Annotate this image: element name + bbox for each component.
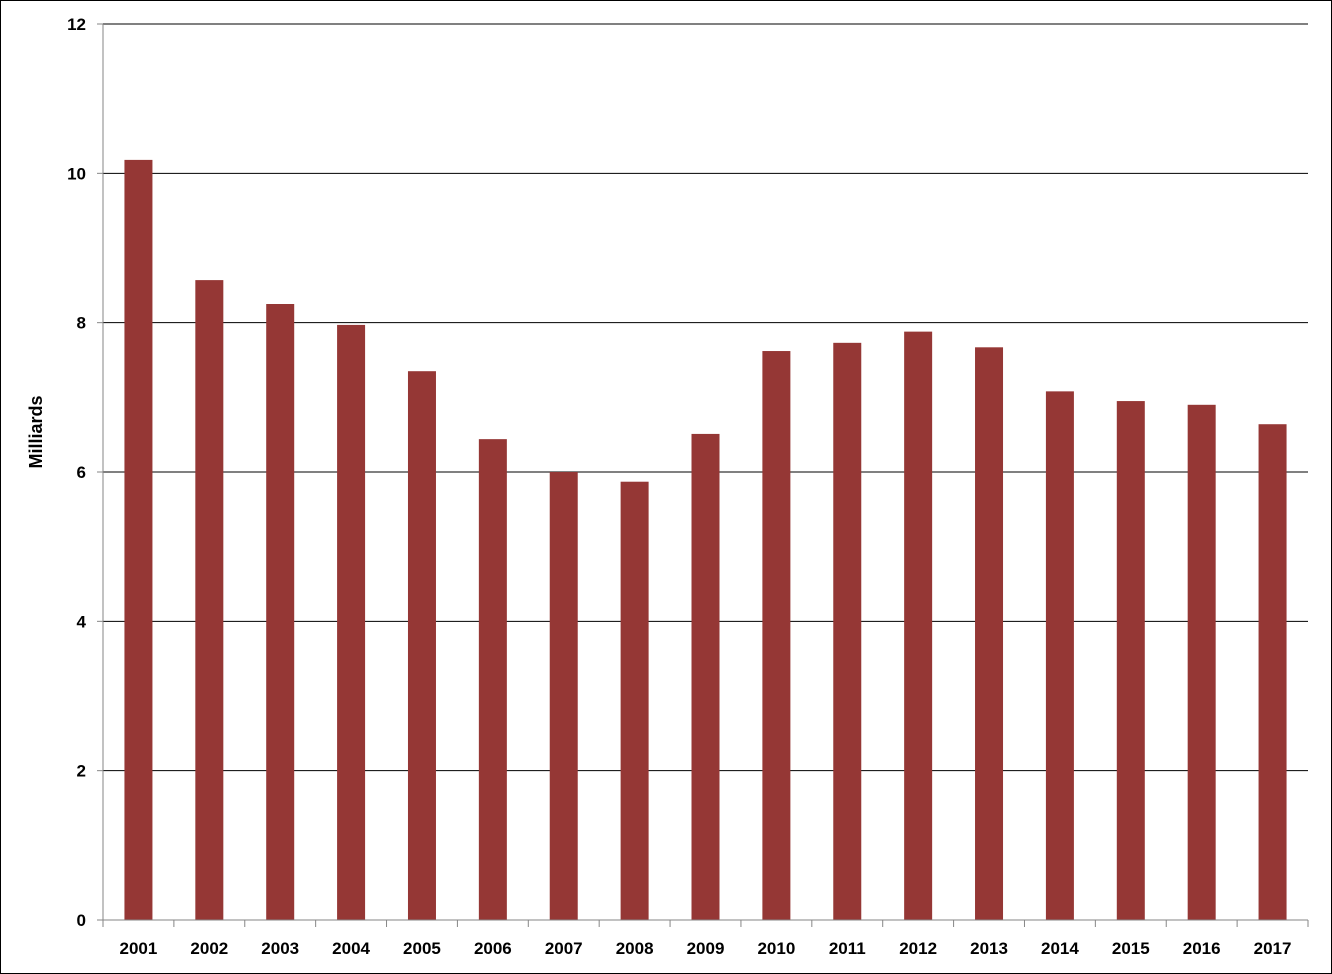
x-tick-label: 2001 <box>120 939 158 958</box>
bar-2015 <box>1116 401 1145 921</box>
bar-2003 <box>266 304 295 920</box>
y-tick-label: 8 <box>77 314 86 333</box>
bar-2009 <box>691 433 720 920</box>
bar-2006 <box>478 439 507 920</box>
x-tick-label: 2015 <box>1112 939 1150 958</box>
bar-2004 <box>337 324 366 920</box>
bar-2012 <box>904 331 933 920</box>
x-tick-label: 2006 <box>474 939 512 958</box>
x-tick-label: 2012 <box>899 939 937 958</box>
x-tick-label: 2013 <box>970 939 1008 958</box>
bar-2008 <box>620 481 649 920</box>
bar-2014 <box>1045 391 1074 920</box>
x-tick-label: 2014 <box>1041 939 1079 958</box>
bar-2017 <box>1258 424 1287 920</box>
x-tick-label: 2010 <box>757 939 795 958</box>
y-tick-labels: 0 2 4 6 8 10 12 <box>67 15 86 930</box>
y-tick-label: 10 <box>67 164 86 183</box>
x-tick-labels: 2001 2002 2003 2004 2005 2006 2007 2008 2009 2010… <box>120 939 1292 958</box>
bar-2010 <box>762 351 791 920</box>
y-axis-title: Milliards <box>26 395 46 468</box>
bar-2013 <box>975 347 1004 921</box>
y-tick-label: 0 <box>77 911 86 930</box>
bar-2001 <box>124 159 153 921</box>
x-tick-label: 2017 <box>1254 939 1292 958</box>
bar-2007 <box>549 472 578 920</box>
x-tick-label: 2005 <box>403 939 441 958</box>
bar-2005 <box>407 371 436 920</box>
bar-2016 <box>1187 404 1216 920</box>
y-tick-label: 2 <box>77 762 86 781</box>
x-tick-label: 2007 <box>545 939 583 958</box>
x-tick-label: 2009 <box>687 939 725 958</box>
y-tick-label: 6 <box>77 463 86 482</box>
y-tick-label: 12 <box>67 15 86 34</box>
bar-2011 <box>833 342 862 920</box>
x-tick-label: 2002 <box>190 939 228 958</box>
y-tick-label: 4 <box>77 612 87 631</box>
x-tick-label: 2004 <box>332 939 370 958</box>
x-tick-label: 2008 <box>616 939 654 958</box>
bar-series <box>124 159 1287 921</box>
x-tick-label: 2016 <box>1183 939 1221 958</box>
x-tick-label: 2011 <box>829 939 866 958</box>
axes <box>102 24 1309 927</box>
bar-2002 <box>195 280 224 920</box>
x-tick-label: 2003 <box>261 939 299 958</box>
